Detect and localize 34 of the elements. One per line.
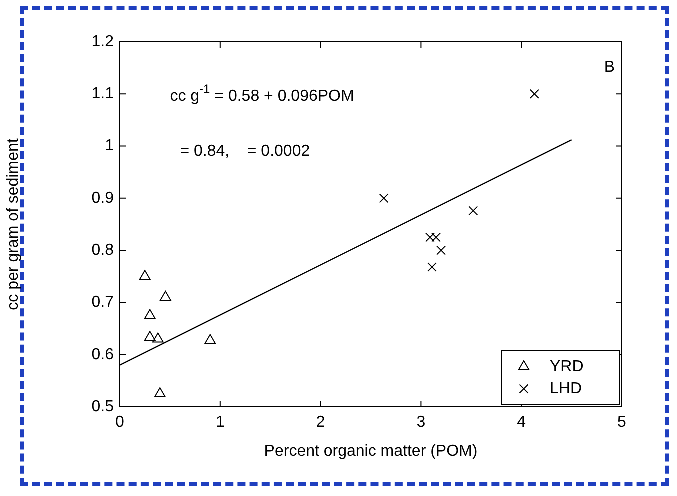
point xyxy=(144,309,156,320)
y-tick-label: 0.5 xyxy=(92,398,114,416)
point xyxy=(428,262,437,272)
legend-label: YRD xyxy=(550,358,584,376)
y-tick-label: 0.7 xyxy=(92,294,114,312)
legend-label: LHD xyxy=(550,380,582,398)
point xyxy=(436,246,446,256)
x-axis-title: Percent organic matter (POM) xyxy=(264,442,478,460)
y-tick-label: 1.2 xyxy=(92,33,114,50)
x-tick-label: 3 xyxy=(416,414,426,432)
annotation: B xyxy=(604,58,616,76)
x-tick-label: 1 xyxy=(216,414,225,432)
point xyxy=(468,206,478,216)
y-axis-title: cc per gram of sediment xyxy=(5,138,22,310)
x-tick-label: 2 xyxy=(316,414,326,432)
point xyxy=(144,331,156,342)
point xyxy=(204,334,216,344)
point xyxy=(432,232,442,242)
y-tick-label: 1 xyxy=(105,138,114,155)
point xyxy=(379,194,389,204)
annotation: = 0.84, = 0.0002 xyxy=(180,142,310,160)
x-tick-label: 0 xyxy=(116,414,125,432)
point xyxy=(154,387,166,398)
x-tick-label: 5 xyxy=(618,414,627,432)
x-tick-label: 4 xyxy=(517,414,526,432)
point xyxy=(530,89,540,99)
point xyxy=(425,232,435,242)
point xyxy=(160,291,172,301)
y-tick-label: 0.6 xyxy=(92,346,114,364)
point xyxy=(139,270,151,280)
point xyxy=(152,332,164,343)
y-tick-label: 0.9 xyxy=(92,190,114,207)
y-tick-label: 0.8 xyxy=(92,242,114,259)
y-tick-label: 1.1 xyxy=(92,86,114,103)
